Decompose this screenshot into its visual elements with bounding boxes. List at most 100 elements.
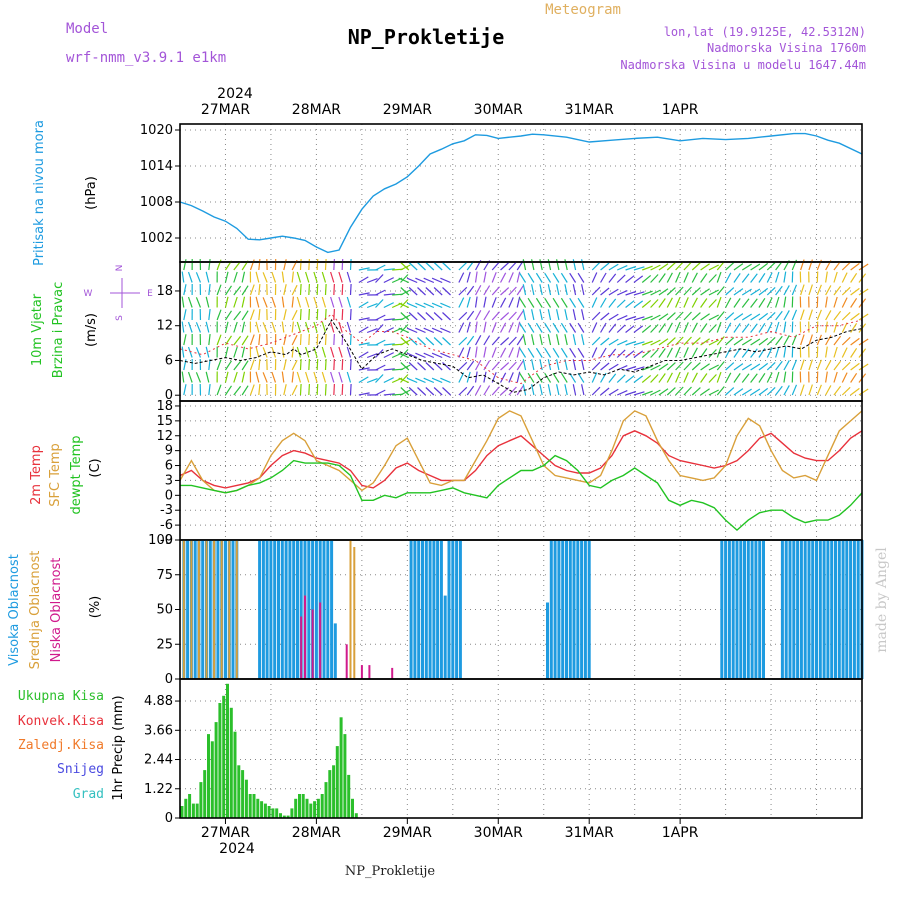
high-cloud-bar (792, 540, 796, 679)
wind-arrow (581, 309, 585, 321)
pressure-line (179, 132, 863, 254)
bottom-date-label: 27MAR (201, 825, 250, 841)
wind-arrow (313, 371, 318, 383)
wind-arrow (291, 271, 294, 283)
wind-arrow (321, 371, 327, 383)
wind-arrow (271, 296, 277, 308)
wind-arrow (625, 325, 635, 333)
legend-snow: Snijeg (57, 762, 104, 777)
wind-arrow (313, 346, 318, 358)
wind-arrow (458, 261, 468, 271)
wind-arrow (825, 296, 828, 308)
wind-arrow (375, 364, 386, 371)
wind-arrow (841, 386, 851, 396)
wind-arrow (691, 272, 698, 283)
compass-east: E (147, 289, 153, 299)
wind-arrow (675, 372, 681, 383)
wind-arrow (552, 297, 560, 308)
wind-arrow (308, 333, 310, 346)
ytick-label: 2.44 (144, 753, 173, 768)
wind-arrow (700, 313, 710, 321)
wind-arrow (491, 322, 497, 333)
wind-arrow (398, 352, 410, 359)
wind-arrow (183, 359, 187, 371)
high-cloud-bar (849, 540, 853, 679)
high-cloud-bar (580, 540, 584, 679)
wind-arrow (458, 361, 468, 371)
wind-arrow (519, 297, 527, 308)
wind-arrow (766, 347, 773, 358)
wind-arrow (346, 271, 352, 283)
wind-arrow (650, 339, 661, 346)
wind-arrow (241, 321, 246, 333)
wind-arrow (691, 297, 698, 308)
precip-bar (294, 798, 298, 818)
wind-arrow (508, 372, 514, 383)
wind-arrow (691, 372, 698, 383)
wind-arrow (474, 321, 478, 333)
wind-arrow (500, 372, 507, 383)
mid-cloud-bar (220, 540, 223, 679)
wind-arrow (741, 348, 750, 358)
wind-arrow (483, 371, 487, 383)
wind-arrow (825, 321, 828, 333)
wind-arrow (572, 384, 577, 396)
wind-arrow (783, 360, 790, 371)
wind-arrow (249, 309, 255, 321)
wind-arrow (408, 287, 418, 296)
wind-arrow (616, 265, 628, 271)
wind-arrow (775, 360, 783, 371)
wind-arrow (406, 277, 418, 284)
wind-arrow (349, 258, 352, 271)
high-cloud-bar (587, 540, 591, 679)
wind-arrow (296, 371, 302, 383)
wind-arrow (458, 386, 468, 396)
wind-compass: N W E S (84, 265, 154, 321)
wind-arrow (733, 348, 741, 358)
wind-arrow (581, 359, 585, 371)
high-cloud-bar (224, 540, 227, 679)
wind-arrow (841, 372, 848, 383)
wind-arrow (675, 297, 681, 308)
wind-arrow (841, 286, 851, 296)
wind-arrow (333, 258, 335, 271)
wind-arrow (716, 286, 725, 296)
wind-arrow (508, 322, 514, 333)
wind-arrow (539, 259, 543, 271)
high-cloud-bar (818, 540, 822, 679)
ytick-label: 6 (165, 353, 173, 368)
wind-arrow (205, 296, 210, 308)
wind-arrow (358, 317, 370, 321)
wind-arrow (408, 387, 418, 396)
wind-arrow (262, 347, 268, 358)
wind-arrow (683, 311, 692, 321)
wind-arrow (608, 388, 619, 396)
high-cloud-bar (322, 540, 326, 679)
ytick-label: 18 (156, 284, 173, 299)
wind-arrow (560, 347, 568, 358)
wind-arrow (725, 262, 735, 271)
wind-arrow (725, 322, 732, 333)
wind-arrow (858, 388, 869, 396)
wind-arrow (581, 334, 585, 346)
wind-arrow (569, 347, 577, 358)
top-date-label: 1APR (662, 102, 699, 118)
wind-arrow (431, 352, 443, 359)
wind-arrow (522, 259, 527, 271)
ytick-label: 0 (165, 811, 173, 826)
wind-arrow (527, 322, 535, 333)
wind-arrow (591, 322, 598, 333)
wind-arrow (181, 371, 185, 383)
wind-arrow (483, 346, 487, 358)
top-date-label: 29MAR (383, 102, 432, 118)
wind-arrow (346, 321, 352, 333)
high-cloud-bar (565, 540, 568, 679)
wind-arrow (556, 384, 560, 396)
wind-arrow (500, 337, 510, 346)
wind-arrow (224, 285, 233, 296)
wind-arrow (183, 309, 187, 321)
wind-arrow (423, 327, 435, 334)
wind-arrow (417, 287, 426, 296)
wind-arrow (650, 289, 661, 296)
wind-arrow (691, 322, 698, 333)
